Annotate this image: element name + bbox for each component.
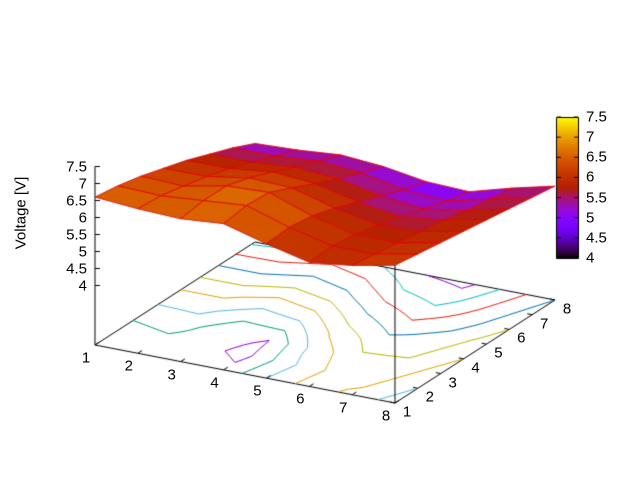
z-axis-label: Voltage [V] xyxy=(12,176,30,250)
